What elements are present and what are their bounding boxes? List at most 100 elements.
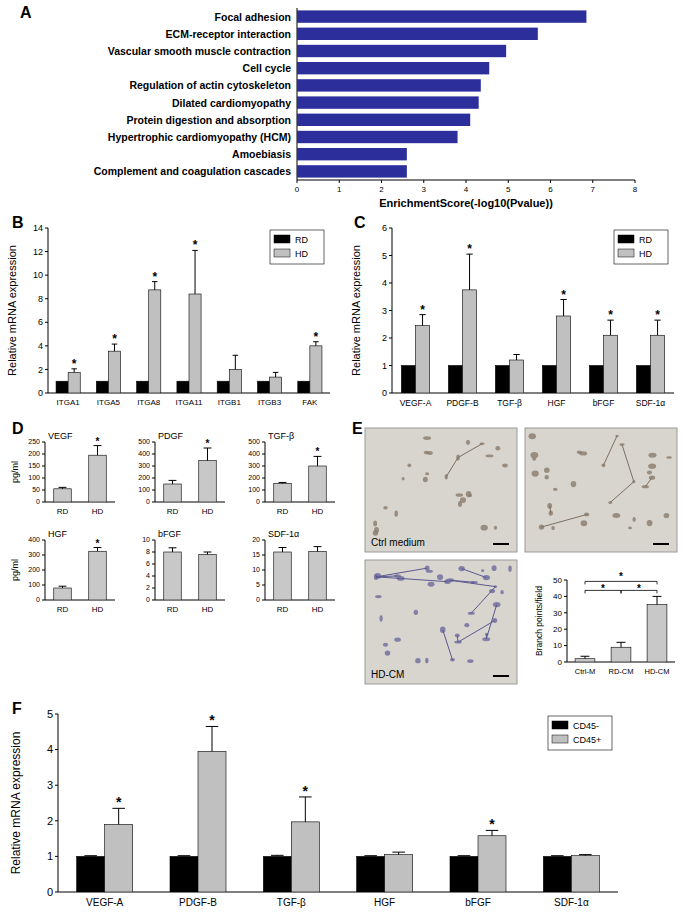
error-bar xyxy=(279,482,287,484)
tick-label: 7 xyxy=(591,185,596,194)
tick xyxy=(381,180,382,183)
y-axis-label: Relative mRNA expression xyxy=(9,732,23,875)
category-label: SDF-1α xyxy=(554,897,589,908)
category-label: FAK xyxy=(302,398,318,407)
marks xyxy=(164,548,217,600)
tick-label: 10 xyxy=(33,270,43,280)
tick xyxy=(152,466,155,467)
chart: 02468101214*ITGA1*ITGA5*ITGA8*ITGA11ITGB… xyxy=(6,214,330,407)
tick xyxy=(389,338,392,339)
cell xyxy=(647,470,652,474)
tube xyxy=(457,636,459,643)
bar xyxy=(309,466,327,502)
cell xyxy=(481,569,484,572)
marks xyxy=(575,596,667,662)
bar xyxy=(604,335,618,393)
tube xyxy=(446,458,458,477)
error-cap xyxy=(271,855,284,856)
error-cap xyxy=(84,855,97,856)
error-cap xyxy=(169,547,177,548)
bar xyxy=(297,45,506,57)
tube xyxy=(486,605,496,640)
cell xyxy=(648,453,656,458)
category-label: TGF-β xyxy=(497,398,522,408)
error-bar xyxy=(204,448,212,461)
cell xyxy=(407,463,411,467)
figure: 012345678Focal adhesionECM-receptor inte… xyxy=(0,0,687,919)
error-stem xyxy=(97,446,98,456)
tick xyxy=(45,322,48,323)
comparison-bracket: * xyxy=(585,583,621,594)
cell xyxy=(456,493,464,496)
tick-label: 4 xyxy=(38,341,43,351)
tick xyxy=(389,255,392,256)
y-axis xyxy=(58,714,59,892)
error-cap xyxy=(579,854,592,855)
tick-label: 200 xyxy=(28,566,40,573)
tube xyxy=(471,587,495,614)
chart: 0246810RDHDbFGF xyxy=(142,529,225,614)
cell xyxy=(532,457,536,461)
legend-swatch xyxy=(618,249,634,257)
error-bar xyxy=(579,855,592,856)
tick-label: 3 xyxy=(382,306,387,316)
chart-title: HGF xyxy=(48,529,68,539)
tick-label: 1 xyxy=(337,185,342,194)
bar xyxy=(77,856,105,892)
bar xyxy=(357,856,385,892)
cell xyxy=(492,618,497,623)
error-cap xyxy=(273,372,278,373)
bar xyxy=(543,856,571,892)
tick-label: 10 xyxy=(553,641,562,650)
error-stem xyxy=(563,300,564,317)
significance: * xyxy=(561,288,566,302)
legend-label: HD xyxy=(639,249,652,259)
tick xyxy=(564,645,567,646)
chart: 050100150200250RD*HDpg/mlVEGFD xyxy=(10,420,115,516)
tick-label: 300 xyxy=(248,462,260,469)
error-cap xyxy=(178,855,191,856)
bar xyxy=(199,554,217,600)
tick-label: 14 xyxy=(33,223,43,233)
legend-label: RD xyxy=(639,235,652,245)
tick-label: 20 xyxy=(252,536,260,543)
tick-label: 3 xyxy=(422,185,427,194)
category-label: Complement and coagulation cascades xyxy=(94,165,291,177)
tick-label: 4 xyxy=(146,572,150,579)
error-bar xyxy=(392,852,405,854)
cell xyxy=(425,658,428,663)
y-axis-label: Relative mRNA expression xyxy=(350,245,362,376)
tick-label: 20 xyxy=(553,625,562,634)
bar xyxy=(229,369,241,393)
bar xyxy=(274,552,292,600)
tick-label: 500 xyxy=(138,438,150,445)
tick xyxy=(592,180,593,183)
tick xyxy=(508,180,509,183)
tick-label: 15 xyxy=(252,551,260,558)
bar xyxy=(297,131,458,143)
category-label: Hypertrophic cardiomyopathy (HCM) xyxy=(108,131,291,143)
tick-label: 6 xyxy=(382,223,387,233)
y-axis xyxy=(45,442,46,502)
tube xyxy=(550,506,551,513)
cell xyxy=(394,510,398,516)
tick-label: 6 xyxy=(38,317,43,327)
bar xyxy=(309,551,327,600)
tick xyxy=(339,180,340,183)
significance: * xyxy=(96,436,100,447)
error-cap xyxy=(551,855,564,856)
tick xyxy=(635,180,636,183)
micrograph: Ctrl medium xyxy=(365,428,517,552)
cell xyxy=(402,477,405,481)
error-bar xyxy=(654,320,660,335)
error-bar xyxy=(59,586,67,588)
marks xyxy=(274,456,327,502)
tick xyxy=(262,540,265,541)
tick-label: 0 xyxy=(256,498,260,505)
panel-label: C xyxy=(354,214,366,231)
bar xyxy=(198,751,226,892)
chart: 0100200300400RD*HDpg/mlHGF xyxy=(10,529,115,614)
error-bar xyxy=(466,254,472,290)
chart-title: PDGF xyxy=(158,431,184,441)
bar xyxy=(105,824,133,892)
